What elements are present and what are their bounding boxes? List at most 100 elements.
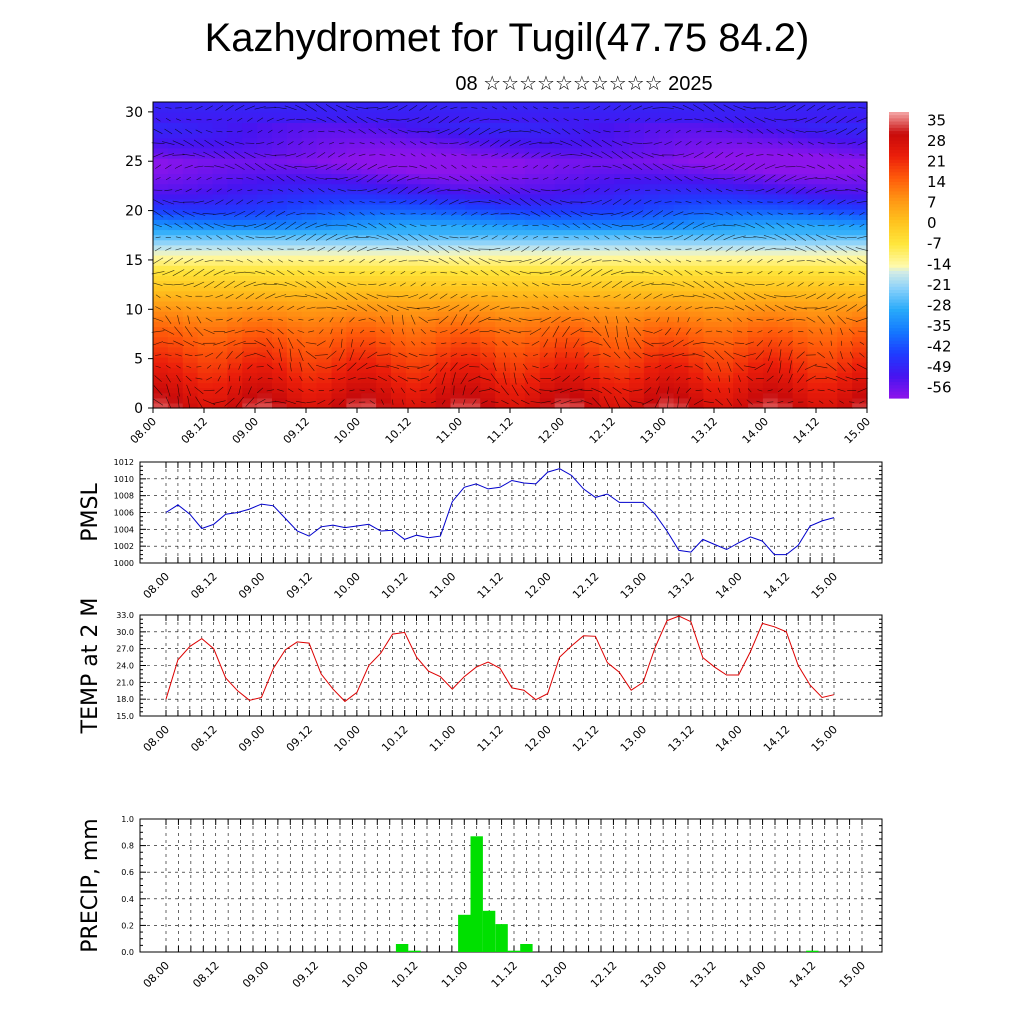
heatmap-cell <box>584 153 600 159</box>
wind-vector <box>807 199 815 205</box>
wind-vector <box>410 153 416 157</box>
heatmap-cell <box>153 270 169 276</box>
wind-vector <box>563 294 569 298</box>
wind-vector <box>431 282 436 287</box>
heatmap-cell <box>331 392 347 399</box>
heatmap-cell <box>242 285 258 292</box>
heatmap-cell <box>524 387 541 394</box>
heatmap-cell <box>272 198 288 205</box>
wind-vector <box>469 140 480 146</box>
heatmap-cell <box>584 326 600 333</box>
heatmap-cell <box>584 198 600 205</box>
heatmap-cell <box>599 392 615 399</box>
heatmap-cell <box>182 326 199 333</box>
wind-vector <box>675 327 681 336</box>
heatmap-cell <box>539 275 556 282</box>
heatmap-cell <box>673 137 690 144</box>
heatmap-cell <box>450 341 466 348</box>
wind-vector <box>580 211 593 216</box>
heatmap-cell <box>792 122 809 129</box>
heatmap-cell <box>822 142 838 149</box>
heatmap-cell <box>643 234 660 241</box>
heatmap-cell <box>733 357 749 363</box>
wind-vector <box>529 272 542 274</box>
wind-vector <box>552 305 559 310</box>
wind-vector <box>357 189 367 192</box>
wind-vector <box>338 130 346 133</box>
wind-vector <box>449 175 459 182</box>
wind-vector <box>186 365 192 368</box>
heatmap-cell <box>346 285 362 292</box>
wind-vector <box>735 189 744 192</box>
wind-vector <box>298 188 304 193</box>
heatmap-cell <box>495 122 511 129</box>
heatmap-cell <box>792 316 809 322</box>
heatmap-cell <box>197 346 214 353</box>
wind-vector <box>379 154 386 156</box>
heatmap-cell <box>495 229 511 236</box>
wind-vector <box>743 365 756 369</box>
heatmap-cell <box>242 249 258 256</box>
wind-vector <box>666 376 670 381</box>
heatmap-cell <box>376 142 392 149</box>
wind-vector <box>559 200 573 204</box>
heatmap-cell <box>167 290 184 297</box>
wind-vector <box>655 129 661 134</box>
wind-vector <box>745 153 754 157</box>
wind-vector <box>601 151 613 159</box>
heatmap-cell <box>465 102 481 108</box>
heatmap-cell <box>153 183 169 190</box>
heatmap-cell <box>301 265 318 271</box>
wind-vector <box>235 235 244 240</box>
colorbar-segment <box>889 385 909 390</box>
heatmap-cell <box>257 147 273 154</box>
wind-vector <box>151 330 165 333</box>
wind-vector <box>530 188 541 193</box>
heatmap-cell <box>584 285 600 292</box>
heatmap-cell <box>301 321 318 327</box>
heatmap-cell <box>539 188 556 195</box>
wind-vector <box>287 201 294 203</box>
heatmap-cell <box>376 132 392 139</box>
heatmap-cell <box>257 336 273 343</box>
wind-vector <box>215 294 224 298</box>
wind-vector <box>553 176 559 181</box>
heatmap-cell <box>242 163 258 169</box>
heatmap-cell <box>346 229 362 236</box>
heatmap-cell <box>376 219 392 225</box>
heatmap-cell <box>554 351 571 358</box>
heatmap-cell <box>331 265 347 271</box>
heatmap-cell <box>658 331 675 338</box>
heatmap-cell <box>153 214 169 220</box>
wind-vector <box>165 396 171 408</box>
heatmap-cell <box>673 357 690 363</box>
wind-vector <box>418 234 429 241</box>
wind-vector <box>625 247 630 251</box>
wind-vector <box>839 153 844 157</box>
wind-vector <box>172 154 185 156</box>
wind-vector <box>227 247 232 251</box>
heatmap-cell <box>673 306 690 312</box>
wind-vector <box>192 152 205 158</box>
wind-vector <box>287 388 294 393</box>
heatmap-cell <box>510 117 526 123</box>
heatmap-cell <box>495 132 511 139</box>
heatmap-cell <box>391 336 407 343</box>
heatmap-cell <box>569 147 585 154</box>
wind-vector <box>410 271 416 275</box>
heatmap-cell <box>599 142 615 149</box>
heatmap-cell <box>524 102 541 108</box>
heatmap-cell <box>212 219 228 225</box>
heatmap-cell <box>153 204 169 210</box>
x-tick-label: 12.00 <box>536 415 567 446</box>
wind-vector <box>601 280 612 288</box>
heatmap-cell <box>391 270 407 276</box>
heatmap-cell <box>227 336 243 343</box>
wind-vector <box>654 365 662 369</box>
colorbar-segment <box>889 115 909 119</box>
heatmap-cell <box>718 122 734 129</box>
heatmap-cell <box>748 183 764 190</box>
heatmap-cell <box>777 137 794 144</box>
heatmap-cell <box>510 397 526 404</box>
heatmap-cell <box>153 367 169 373</box>
